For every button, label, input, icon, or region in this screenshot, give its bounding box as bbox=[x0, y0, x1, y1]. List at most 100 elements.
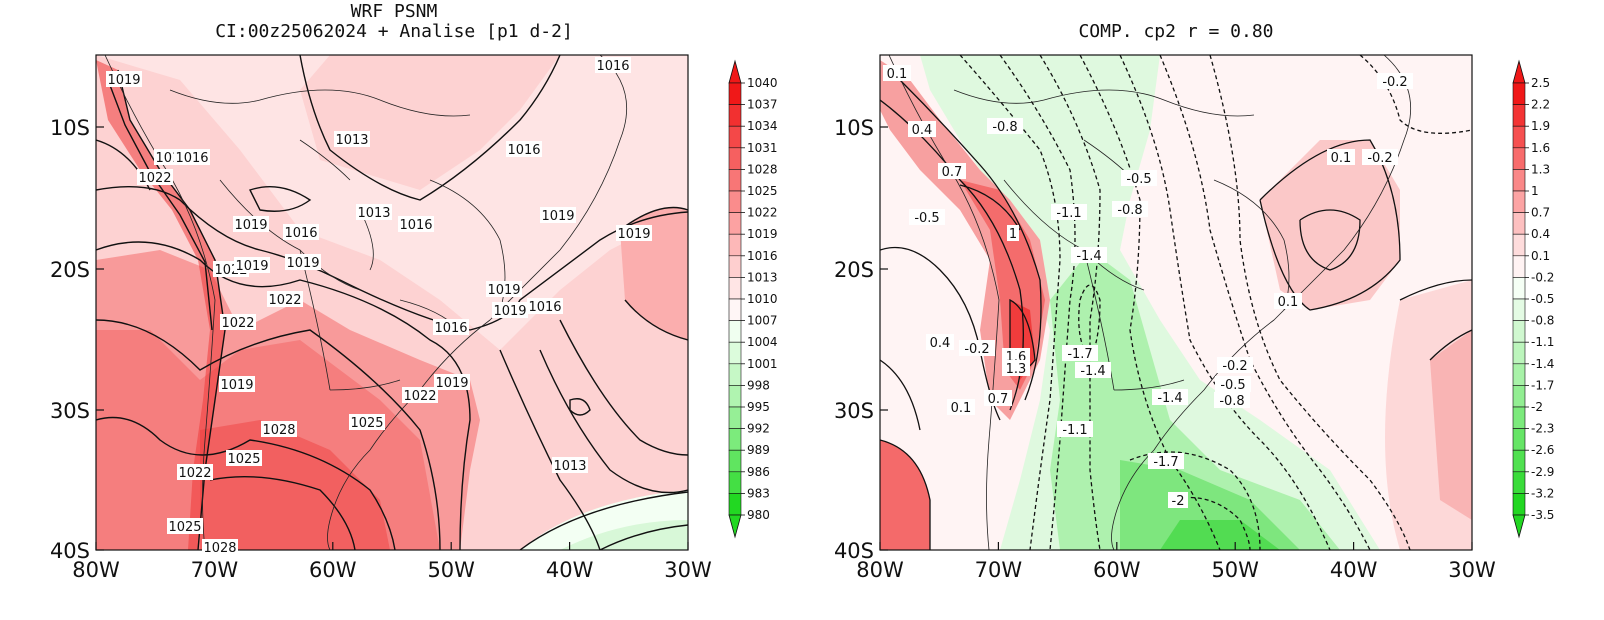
left-colorbar-label: 1031 bbox=[747, 141, 778, 155]
right-contour-label-bg bbox=[1327, 149, 1355, 165]
left-title: WRF PSNM CI:00z25062024 + Analise [p1 d-… bbox=[100, 2, 688, 42]
right-colorbar-label: -3.2 bbox=[1531, 486, 1554, 500]
left-contour-label: 1019 bbox=[220, 378, 253, 393]
right-contour-label: 0.1 bbox=[1278, 295, 1299, 310]
left-colorbar-swatch bbox=[728, 233, 742, 257]
left-contour-label-bg bbox=[226, 450, 262, 466]
left-contour-label: 1025 bbox=[227, 452, 260, 467]
left-contour-label-bg bbox=[106, 71, 142, 87]
right-contour-label-bg bbox=[1148, 453, 1184, 469]
left-contour-label-bg bbox=[616, 225, 652, 241]
right-east-atlantic-core bbox=[1430, 330, 1472, 520]
left-contour-label-bg bbox=[433, 319, 469, 335]
right-contour-label-bg bbox=[1057, 421, 1093, 437]
right-colorbar-swatch bbox=[1512, 341, 1526, 365]
right-contour-label: -0.5 bbox=[914, 211, 939, 226]
right-contour-label-bg bbox=[1062, 345, 1098, 361]
right-colorbar-label: -2.6 bbox=[1531, 443, 1554, 457]
right-y-tick-label: 10S bbox=[834, 116, 874, 140]
left-contour-label-bg bbox=[434, 374, 470, 390]
right-title: COMP. cp2 r = 0.80 bbox=[1078, 21, 1274, 42]
left-colorbar-label: 1028 bbox=[747, 162, 778, 176]
left-colorbar-swatch bbox=[728, 212, 742, 235]
right-contour-label-bg bbox=[947, 399, 975, 415]
right-colorbar-swatch bbox=[1512, 125, 1526, 149]
left-colorbar-swatch bbox=[728, 428, 742, 451]
left-x-tick-label: 30W bbox=[664, 558, 712, 582]
right-colorbar-label: -2 bbox=[1531, 400, 1543, 414]
left-contour-label-bg bbox=[595, 57, 631, 73]
right-colorbar-swatch bbox=[1512, 428, 1526, 451]
right-contour-label: -1.4 bbox=[1157, 391, 1182, 406]
left-contour-label: 1016 bbox=[596, 59, 629, 74]
left-low-pressure-area bbox=[96, 55, 688, 350]
left-contour-label: 1022 bbox=[178, 466, 211, 481]
left-colorbar-label: 1004 bbox=[747, 335, 778, 349]
left-contour-label: 1019 bbox=[487, 283, 520, 298]
right-colorbar-label: 1.3 bbox=[1531, 162, 1550, 176]
left-contour-label-bg bbox=[219, 376, 255, 392]
right-contour-labels: 0.1-0.2-0.80.40.1 -0.20.7 -0.5-0.5-0.8-1.1… bbox=[883, 65, 1413, 509]
right-y-tick-label: 40S bbox=[834, 539, 874, 563]
left-colorbar-swatch bbox=[728, 277, 742, 300]
right-contour-label: 0.7 bbox=[988, 392, 1009, 407]
right-east-positive bbox=[1260, 140, 1400, 310]
left-contour-label-bg bbox=[398, 216, 434, 232]
right-contour-label-bg bbox=[1152, 389, 1188, 405]
left-colorbar-swatch bbox=[728, 169, 742, 192]
right-contour-label-bg bbox=[1002, 360, 1030, 376]
right-plot-frame bbox=[879, 54, 1473, 551]
right-contour-label: -2 bbox=[1172, 494, 1185, 509]
left-colorbar-label: 998 bbox=[747, 378, 770, 392]
right-y-axis: 10S 20S 30S 40S bbox=[834, 116, 888, 563]
right-x-tick-label: 80W bbox=[856, 558, 904, 582]
left-contour-label-bg bbox=[220, 314, 256, 330]
left-contour-label: 1022 bbox=[403, 389, 436, 404]
left-contour-label-bg bbox=[402, 387, 438, 403]
right-colorbar-bottom-arrow bbox=[1512, 514, 1526, 539]
right-x-tick-label: 40W bbox=[1330, 558, 1378, 582]
left-contour-label: 1025 bbox=[168, 520, 201, 535]
right-colorbar-label: 1.6 bbox=[1531, 141, 1550, 155]
right-colorbar-swatch bbox=[1512, 277, 1526, 300]
left-contour-label-bg bbox=[174, 149, 210, 165]
right-colorbar-label: 1 bbox=[1531, 184, 1539, 198]
left-contour-label-bg bbox=[285, 254, 321, 270]
left-contour-label-bg bbox=[233, 216, 269, 232]
right-colorbar-swatch bbox=[1512, 82, 1526, 105]
left-colorbar-label: 1022 bbox=[747, 206, 778, 220]
left-colorbar-label: 986 bbox=[747, 465, 770, 479]
left-contour-label-bg bbox=[492, 302, 528, 318]
right-contour-label: -0.5 bbox=[1220, 378, 1245, 393]
right-contour-label: -1.7 bbox=[1067, 347, 1092, 362]
left-colorbar-label: 992 bbox=[747, 422, 770, 436]
right-colorbar-label: 0.7 bbox=[1531, 206, 1550, 220]
right-negative-core bbox=[1120, 460, 1300, 550]
left-colorbar-label: 995 bbox=[747, 400, 770, 414]
right-y-tick-label: 20S bbox=[834, 258, 874, 282]
left-y-axis: 10S 20S 30S 40S bbox=[50, 116, 104, 563]
left-contour-label: 1019 bbox=[493, 304, 526, 319]
left-southeast-low-core bbox=[560, 520, 688, 550]
right-contour-label: 1 bbox=[1009, 227, 1017, 242]
left-contour-label-bg bbox=[356, 204, 392, 220]
left-contour-label-bg bbox=[234, 257, 270, 273]
left-colorbar-swatch bbox=[728, 406, 742, 429]
right-contour-label-bg bbox=[1168, 492, 1188, 508]
left-colorbar-swatch bbox=[728, 320, 742, 343]
right-contour-label-bg bbox=[1051, 204, 1087, 220]
right-x-tick-label: 50W bbox=[1211, 558, 1259, 582]
right-colorbar-swatch bbox=[1512, 320, 1526, 343]
right-contour-label: 0.1 bbox=[1331, 151, 1352, 166]
left-contour-label-bg bbox=[349, 414, 385, 430]
left-colorbar-label: 1040 bbox=[747, 76, 778, 90]
right-contour-label: 0.7 bbox=[942, 165, 963, 180]
left-contour-label-bg bbox=[202, 539, 238, 555]
left-colorbar-swatch bbox=[728, 493, 742, 516]
right-colorbar-swatch bbox=[1512, 385, 1526, 408]
left-y-tick-label: 10S bbox=[50, 116, 90, 140]
left-y-tick-label: 20S bbox=[50, 258, 90, 282]
left-contour-label-bg bbox=[527, 298, 563, 314]
right-colorbar-swatch bbox=[1512, 493, 1526, 516]
